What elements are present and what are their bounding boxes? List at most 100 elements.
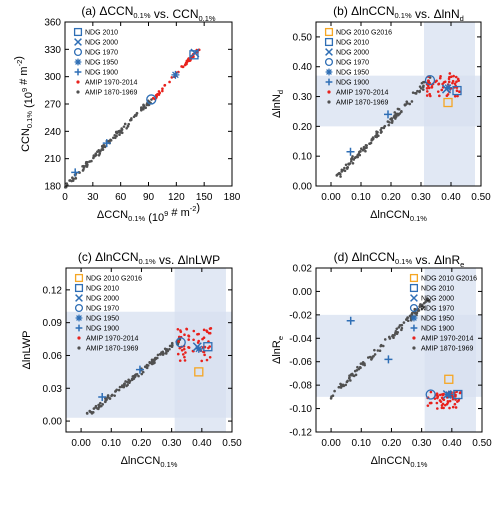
amip-1870-1969-point — [343, 166, 346, 170]
amip-1970-2014-point — [451, 405, 455, 409]
legend-label: NDG 1950 — [421, 316, 454, 323]
legend-swatch-ndg-2010-g2016 — [74, 273, 84, 283]
amip-1870-1969-point — [400, 110, 403, 114]
amip-1870-1969-point — [146, 364, 150, 367]
amip-1870-1969-point — [408, 102, 412, 106]
amip-1970-2014-point — [157, 93, 161, 96]
amip-1870-1969-point — [98, 152, 102, 155]
legend-label: AMIP 1870-1969 — [85, 90, 138, 97]
y-tick-label: -0.06 — [289, 357, 312, 368]
amip-1870-1969-point — [85, 411, 89, 415]
y-tick-label: 0.06 — [43, 351, 63, 362]
legend-label: NDG 2010 — [336, 40, 369, 47]
y-axis-label: CCN0.1% (109 # m-2) — [13, 56, 35, 152]
x-tick-label: 0.50 — [471, 192, 491, 203]
y-tick-label: 360 — [44, 18, 61, 29]
legend: NDG 2010 G2016 NDG 2010 NDG 2000 NDG 1970 ND… — [409, 273, 477, 353]
amip-1870-1969-point — [345, 380, 349, 384]
amip-1870-1969-point — [345, 166, 349, 169]
legend-swatch-amip-1870-1969 — [412, 346, 416, 350]
amip-1870-1969-point — [420, 307, 424, 311]
amip-1970-2014-point — [440, 406, 444, 410]
amip-1970-2014-point — [208, 331, 212, 335]
legend-swatch-ndg-1950 — [74, 58, 82, 66]
amip-1970-2014-point — [208, 355, 212, 359]
amip-1870-1969-point — [394, 117, 397, 120]
legend-swatch-ndg-1970 — [324, 57, 334, 67]
y-tick-label: 0.10 — [293, 152, 313, 163]
amip-1870-1969-point — [96, 407, 99, 410]
y-tick-label: -0.04 — [289, 334, 312, 345]
amip-1870-1969-point — [137, 374, 140, 378]
x-tick-label: 90 — [143, 192, 155, 203]
amip-1870-1969-point — [163, 347, 167, 351]
panel-title: (c) ΔlnCCN0.1% vs. ΔlnLWP — [78, 250, 220, 267]
amip-1870-1969-point — [339, 175, 342, 178]
marker-ndg-1970 — [175, 337, 186, 348]
panel-title: (a) ΔCCN0.1% vs. CCN0.1% — [81, 4, 216, 23]
amip-1870-1969-point — [372, 354, 375, 358]
amip-1870-1969-point — [418, 90, 421, 94]
amip-1870-1969-point — [330, 395, 333, 398]
amip-1870-1969-point — [388, 337, 392, 340]
panel-a: 0 30 60 90 120 150 180 180 210 240 270 300 330 360 (a)… — [13, 4, 241, 224]
amip-1870-1969-point — [395, 332, 399, 336]
legend-label: NDG 1900 — [336, 80, 369, 87]
amip-1870-1969-point — [381, 344, 385, 348]
y-tick-label: 0.00 — [293, 287, 313, 298]
amip-1870-1969-point — [428, 76, 432, 79]
amip-1870-1969-point — [342, 384, 346, 388]
y-tick-label: -0.12 — [289, 428, 312, 439]
amip-1970-2014-point — [438, 393, 442, 397]
amip-1870-1969-point — [134, 373, 138, 376]
marker-ndg-1900 — [384, 110, 392, 119]
amip-1970-2014-point — [187, 338, 190, 341]
amip-1870-1969-point — [344, 383, 348, 387]
amip-1970-2014-point — [183, 355, 186, 359]
marker-ndg-2000 — [190, 48, 200, 58]
amip-1870-1969-point — [64, 185, 67, 189]
y-tick-label: 0.50 — [293, 32, 313, 43]
amip-1870-1969-point — [108, 397, 112, 400]
amip-1870-1969-point — [90, 410, 93, 414]
legend-swatch-amip-1970-2014 — [77, 336, 81, 340]
x-tick-label: 0.20 — [132, 438, 152, 449]
amip-1970-2014-point — [184, 62, 188, 66]
x-tick-label: 0 — [62, 192, 68, 203]
amip-1870-1969-point — [128, 381, 131, 385]
amip-1870-1969-point — [114, 131, 118, 134]
amip-1970-2014-point — [448, 406, 451, 410]
x-tick-label: 60 — [115, 192, 127, 203]
amip-1970-2014-point — [187, 346, 190, 349]
amip-1870-1969-point — [85, 162, 88, 165]
legend-label: NDG 2010 — [421, 286, 454, 293]
marker-ndg-2010 — [189, 50, 199, 60]
amip-1870-1969-point — [415, 311, 419, 315]
y-tick-label: 240 — [44, 127, 61, 138]
marker-ndg-1900 — [98, 393, 107, 402]
amip-1870-1969-point — [161, 350, 165, 354]
x-tick-label: 0.20 — [381, 192, 401, 203]
amip-1870-1969-point — [402, 321, 406, 324]
x-tick-label: 0.40 — [192, 438, 212, 449]
amip-1870-1969-point — [413, 91, 417, 95]
amip-1870-1969-point — [165, 349, 169, 352]
x-axis-label: ΔlnCCN0.1% — [371, 455, 428, 469]
legend-label: NDG 1970 — [85, 50, 118, 57]
x-tick-label: 0.00 — [321, 438, 341, 449]
amip-1870-1969-point — [378, 349, 382, 353]
legend-swatch-ndg-2010-g2016 — [409, 273, 419, 283]
legend-swatch-ndg-2010 — [74, 283, 84, 293]
amip-1870-1969-point — [382, 126, 386, 130]
panel-title: (b) ΔlnCCN0.1% vs. ΔlnNd — [333, 4, 464, 23]
amip-1870-1969-point — [148, 361, 151, 364]
amip-1870-1969-point — [123, 122, 127, 126]
legend-label: AMIP 1970-2014 — [421, 336, 474, 343]
amip-1870-1969-point — [335, 173, 339, 177]
amip-1870-1969-point — [392, 336, 395, 340]
panel-title: (d) ΔlnCCN0.1% vs. ΔlnRe — [334, 250, 465, 269]
amip-1970-2014-point — [202, 328, 206, 332]
legend-swatch-ndg-2010 — [73, 27, 83, 37]
legend-label: NDG 2000 — [85, 40, 118, 47]
legend-swatch-amip-1970-2014 — [327, 90, 331, 94]
